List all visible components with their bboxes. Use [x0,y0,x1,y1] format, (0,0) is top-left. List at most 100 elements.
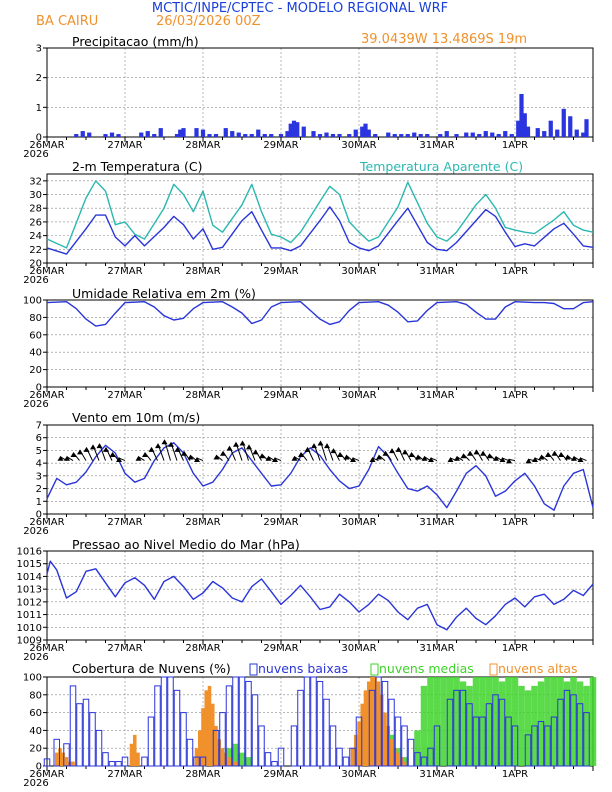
wind-arrow [480,450,490,461]
wind-arrow-shaft [508,458,516,462]
precip-bar [438,134,443,137]
cloud-low-bar [459,689,467,767]
precip-ytick-label: 3 [36,44,42,55]
legend-medium: nuvens medias [379,661,474,676]
wind-arrow [402,449,412,461]
wind-arrow-head [389,448,395,454]
wind-arrow [220,450,230,461]
wind-arrow [545,451,555,461]
precip-xtick-label: 30MAR [341,140,376,151]
wind-arrow [571,455,581,462]
wind-arrow [265,455,275,462]
cloud-low-bar [316,680,324,767]
wind-arrow [252,449,262,461]
cloud-medium-bar [557,677,564,766]
cloud-low-bar [290,725,298,767]
wind-ytick-label: 3 [36,471,42,482]
wind-arrow-head [402,449,408,455]
cloud-high-bar [363,690,368,766]
cloud-low-bar [472,716,480,767]
legend-swatch-high [489,663,498,676]
precip-year-label: 2026 [23,149,48,160]
wind-ytick-label: 7 [36,421,42,432]
wind-arrow [493,455,503,462]
cloud-low-bar [141,756,148,767]
wind-arrow-head [571,455,577,461]
precip-title: Precipitacao (mm/h) [72,34,199,49]
wind-arrow-head [174,446,181,452]
cloud-low-bar [466,703,473,767]
cloud-low-bar [355,716,363,767]
cloud-low-bar [180,712,187,767]
rh-xtick-label: 28MAR [185,390,220,401]
wind-arrow [77,449,87,461]
cloud-low-bar [232,676,239,767]
cloud-low-bar [238,676,246,767]
cloud-high-bar [197,730,202,766]
wind-ytick-label: 6 [36,433,42,444]
wind-arrow-head [96,443,103,449]
precip-bar [535,128,540,137]
cloud-medium-bar [479,677,486,766]
wind-arrow-head [57,455,64,461]
wind-arrow [428,457,438,463]
precip-bar [444,131,449,137]
wind-arrow [421,455,431,462]
precip-xtick-label: 28MAR [185,140,220,151]
clouds-year-label: 2026 [23,778,48,789]
precip-bar [230,131,235,137]
wind-arrow-head [545,451,551,457]
cloud-low-bar [329,725,337,767]
wind-arrow-head [382,450,389,456]
precip-bar [87,132,92,137]
precip-bar [103,134,108,137]
wind-arrow-shaft [138,456,145,462]
wind-arrow-head [83,446,90,452]
wind-arrow-head [148,446,155,452]
rh-title: Umidade Relativa em 2m (%) [72,286,256,301]
wind-arrow-head [155,443,161,449]
cloud-high-bar [233,761,238,766]
wind-arrow [116,457,126,463]
precip-bar [519,93,524,137]
cloud-low-bar [394,716,402,767]
wind-xtick-label: 26MAR [29,517,64,528]
cloud-high-bar [214,725,218,766]
wind-arrow [226,445,236,461]
wind-arrow-head [259,453,265,459]
cloud-low-bar [433,725,441,767]
cloud-medium-bar [570,677,577,766]
precip-bar [301,126,306,137]
pressure-xtick-label: 28MAR [185,643,220,654]
cloud-low-bar [368,689,376,767]
precip-bar [317,134,323,137]
pressure-ytick-label: 1012 [17,597,42,608]
precip-bar [269,134,274,137]
precip-xtick-label: 29MAR [263,140,298,151]
cloud-high-bar [71,761,75,766]
precip-bar [412,132,417,137]
cloud-high-bar [201,708,205,766]
cloud-low-bar [485,703,493,767]
wind-arrow-head [493,455,499,461]
cloud-medium-bar [453,677,460,766]
precip-bar [311,131,316,137]
precip-bar [490,132,495,137]
wind-arrow [382,450,392,461]
temp-ytick-label: 28 [29,204,42,215]
wind-arrow-head [343,454,350,460]
cloud-medium-bar [576,681,584,766]
precip-bar [464,132,469,137]
wind-arrow-shaft [534,457,542,462]
clouds-ytick-label: 100 [23,673,42,684]
wind-arrow-head [473,449,480,455]
cloud-medium-bar [511,677,519,766]
cloud-low-bar [297,689,304,767]
precip-bar [223,128,228,137]
temp-ytick-label: 22 [29,245,42,256]
wind-arrow [161,439,171,461]
wind-arrow-head [239,440,246,446]
wind-arrow-shaft [430,457,438,462]
precip-xtick-label: 27MAR [107,140,142,151]
